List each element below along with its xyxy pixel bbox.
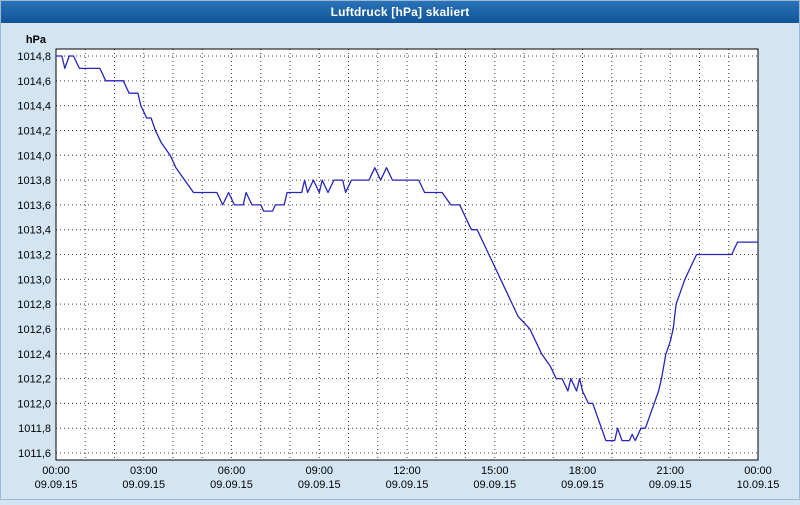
x-tick-time-label: 06:00 bbox=[218, 465, 246, 477]
x-tick-time-label: 03:00 bbox=[130, 465, 158, 477]
x-tick-time-label: 15:00 bbox=[481, 465, 509, 477]
y-tick-label: 1011,8 bbox=[18, 423, 51, 435]
y-tick-label: 1013,0 bbox=[17, 274, 51, 286]
y-tick-label: 1014,4 bbox=[17, 101, 51, 113]
x-tick-time-label: 00:00 bbox=[42, 465, 70, 477]
y-tick-label: 1013,4 bbox=[17, 225, 51, 237]
y-axis-unit-label: hPa bbox=[26, 34, 47, 46]
x-tick-time-label: 21:00 bbox=[656, 465, 684, 477]
x-tick-date-label: 09.09.15 bbox=[386, 479, 429, 491]
pressure-line bbox=[56, 55, 758, 442]
y-tick-label: 1012,6 bbox=[17, 324, 51, 336]
x-tick-date-label: 09.09.15 bbox=[298, 479, 341, 491]
x-tick-date-label: 10.09.15 bbox=[737, 479, 780, 491]
x-tick-time-label: 09:00 bbox=[305, 465, 333, 477]
y-tick-label: 1012,4 bbox=[17, 349, 51, 361]
y-tick-label: 1013,8 bbox=[17, 175, 51, 187]
y-tick-label: 1013,6 bbox=[17, 200, 51, 212]
y-tick-label: 1012,8 bbox=[17, 299, 51, 311]
y-tick-label: 1014,8 bbox=[17, 51, 51, 63]
x-tick-time-label: 18:00 bbox=[569, 465, 597, 477]
y-tick-label: 1014,6 bbox=[17, 76, 51, 88]
pressure-chart: 1014,8 1014,6 1014,4 1014,2 1014,0 1013,8 1013… bbox=[17, 34, 780, 491]
plot-border bbox=[55, 48, 759, 461]
x-tick-date-label: 09.09.15 bbox=[473, 479, 516, 491]
x-tick-date-label: 09.09.15 bbox=[122, 479, 165, 491]
y-tick-label: 1013,2 bbox=[17, 250, 51, 262]
y-tick-label: 1012,0 bbox=[17, 398, 51, 410]
y-tick-label: 1012,2 bbox=[17, 374, 51, 386]
x-tick-time-label: 00:00 bbox=[744, 465, 772, 477]
y-tick-label: 1014,0 bbox=[17, 150, 51, 162]
x-tick-date-label: 09.09.15 bbox=[210, 479, 253, 491]
chart-title: Luftdruck [hPa] skaliert bbox=[1, 1, 799, 23]
y-tick-label: 1011,6 bbox=[18, 448, 51, 460]
x-tick-date-label: 09.09.15 bbox=[649, 479, 692, 491]
x-tick-time-label: 12:00 bbox=[393, 465, 421, 477]
x-tick-date-label: 09.09.15 bbox=[35, 479, 78, 491]
chart-area: 1014,8 1014,6 1014,4 1014,2 1014,0 1013,8 1013… bbox=[1, 23, 800, 500]
x-tick-date-label: 09.09.15 bbox=[561, 479, 604, 491]
y-tick-label: 1014,2 bbox=[17, 125, 51, 137]
